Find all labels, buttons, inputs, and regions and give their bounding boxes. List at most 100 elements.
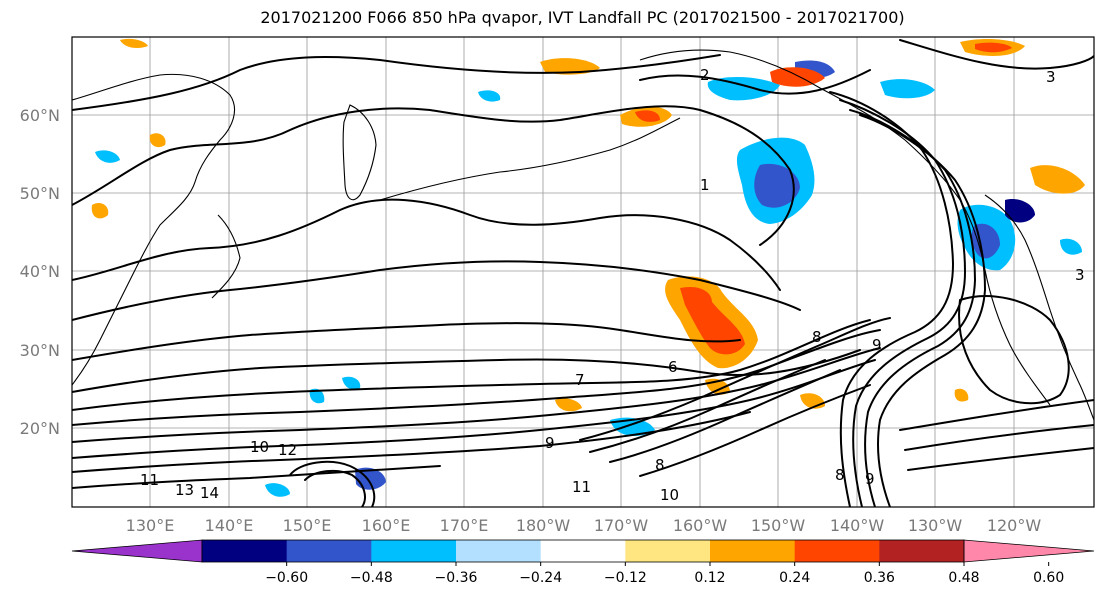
contour-label: 8 bbox=[812, 328, 822, 346]
lon-tick-label: 120°W bbox=[987, 516, 1042, 535]
colorbar-tick-label: 0.12 bbox=[694, 570, 725, 586]
negative-anomaly-patch bbox=[754, 163, 800, 208]
contour-line bbox=[639, 69, 871, 95]
colorbar-tick-label: −0.36 bbox=[435, 570, 478, 586]
latitude-axis: 60°N 50°N 40°N 30°N 20°N bbox=[20, 106, 60, 438]
contour-line bbox=[829, 91, 954, 507]
contour-label: 6 bbox=[668, 358, 678, 376]
negative-anomaly-patch bbox=[478, 90, 501, 102]
contour-label: 8 bbox=[835, 466, 845, 484]
colorbar-segment bbox=[625, 540, 711, 562]
contour-label: 12 bbox=[278, 441, 297, 459]
colorbar-segment bbox=[286, 540, 372, 562]
colorbar-segment bbox=[879, 540, 965, 562]
lon-tick-label: 170°E bbox=[440, 516, 489, 535]
contour-line bbox=[899, 399, 1094, 431]
contour-line bbox=[72, 54, 721, 111]
lon-tick-label: 170°W bbox=[594, 516, 649, 535]
positive-anomaly-patch bbox=[635, 110, 660, 122]
negative-anomaly-patch bbox=[309, 388, 325, 404]
positive-anomaly-patch bbox=[680, 286, 745, 355]
contour-line bbox=[958, 295, 1070, 405]
colorbar-extend-low bbox=[71, 539, 203, 563]
colorbar-border bbox=[201, 539, 965, 563]
map-border bbox=[71, 36, 1095, 508]
alaska-coastline bbox=[639, 49, 1051, 406]
lat-tick-label: 50°N bbox=[20, 184, 60, 203]
colorbar-tick-label: 0.48 bbox=[948, 570, 979, 586]
contour-label: 3 bbox=[1075, 266, 1085, 284]
lon-tick-label: 140°E bbox=[205, 516, 254, 535]
contour-line bbox=[639, 384, 871, 477]
ivt-contours bbox=[72, 39, 1094, 507]
contour-line bbox=[72, 465, 441, 489]
longitude-axis: 130°E 140°E 150°E 160°E 170°E 180°W 170°… bbox=[126, 516, 1042, 535]
contour-line bbox=[72, 411, 751, 473]
contour-line bbox=[72, 322, 741, 361]
lon-tick-label: 150°W bbox=[751, 516, 806, 535]
lon-tick-label: 140°W bbox=[830, 516, 885, 535]
colorbar-tick-label: −0.48 bbox=[350, 570, 393, 586]
negative-anomaly-patch bbox=[265, 483, 290, 497]
contour-label: 8 bbox=[655, 456, 665, 474]
colorbar-tick-label: 0.24 bbox=[779, 570, 810, 586]
lon-tick-label: 150°E bbox=[283, 516, 332, 535]
contour-line bbox=[907, 447, 1094, 471]
contour-line bbox=[72, 105, 795, 246]
contour-label: 11 bbox=[140, 471, 159, 489]
contour-line bbox=[72, 198, 781, 291]
negative-anomaly-patch bbox=[707, 76, 780, 101]
lon-tick-label: 180°W bbox=[516, 516, 571, 535]
contour-label: 9 bbox=[865, 470, 875, 488]
contour-line bbox=[839, 99, 966, 507]
contour-label: 10 bbox=[660, 486, 679, 504]
contour-line bbox=[579, 317, 891, 441]
contour-label: 7 bbox=[575, 371, 585, 389]
lon-tick-label: 160°E bbox=[362, 516, 411, 535]
contour-label: 9 bbox=[872, 336, 882, 354]
lon-tick-label: 130°E bbox=[126, 516, 175, 535]
lon-tick-label: 160°W bbox=[673, 516, 728, 535]
contour-line bbox=[72, 260, 801, 321]
contour-line bbox=[72, 359, 876, 459]
contour-labels: 2 1 3 6 7 8 9 9 10 11 12 13 14 11 10 8 9… bbox=[140, 66, 1085, 504]
contour-label: 9 bbox=[545, 434, 555, 452]
negative-anomaly-patch bbox=[342, 376, 361, 390]
map-title: 2017021200 F066 850 hPa qvapor, IVT Land… bbox=[260, 8, 905, 27]
lat-tick-label: 60°N bbox=[20, 106, 60, 125]
contour-line bbox=[904, 424, 1094, 451]
na-coastline bbox=[984, 194, 1094, 421]
contour-line bbox=[589, 359, 826, 453]
map-panel bbox=[72, 37, 1094, 507]
colorbar-segment bbox=[202, 540, 288, 562]
lon-tick-label: 130°W bbox=[908, 516, 963, 535]
contour-label: 14 bbox=[200, 484, 219, 502]
positive-anomaly-patch bbox=[975, 42, 1012, 53]
colorbar-tick-label: 0.36 bbox=[864, 570, 895, 586]
contour-label: 13 bbox=[175, 481, 194, 499]
qvapor-shading bbox=[91, 38, 1085, 497]
contour-line bbox=[304, 469, 366, 507]
negative-anomaly-patch bbox=[1060, 238, 1082, 255]
positive-anomaly-patch bbox=[1030, 165, 1085, 194]
contour-line bbox=[899, 39, 1094, 70]
positive-anomaly-patch bbox=[540, 58, 600, 75]
contour-label: 2 bbox=[700, 66, 710, 84]
positive-anomaly-patch bbox=[770, 67, 825, 87]
negative-anomaly-patch bbox=[880, 79, 935, 99]
positive-anomaly-patch bbox=[149, 133, 166, 148]
positive-anomaly-patch bbox=[555, 398, 582, 412]
coastlines bbox=[72, 49, 1094, 421]
kamchatka-coastline bbox=[342, 104, 377, 201]
colorbar-segment bbox=[540, 540, 626, 562]
contour-label: 10 bbox=[250, 438, 269, 456]
negative-anomaly-patch bbox=[1005, 199, 1035, 223]
lat-tick-label: 30°N bbox=[20, 341, 60, 360]
contour-line bbox=[72, 319, 871, 411]
aleutian-chain bbox=[379, 117, 681, 201]
colorbar-segment bbox=[371, 540, 457, 562]
contour-line bbox=[609, 369, 841, 463]
contour-label: 1 bbox=[700, 176, 710, 194]
colorbar-tick-label: −0.12 bbox=[604, 570, 647, 586]
